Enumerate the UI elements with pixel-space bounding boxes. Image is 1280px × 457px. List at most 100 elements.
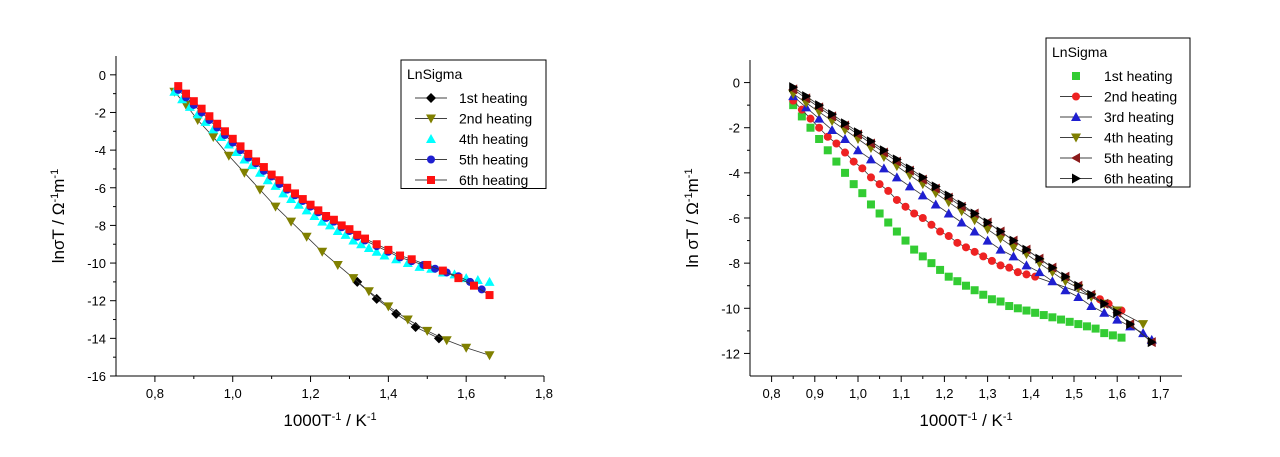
legend-label: 1st heating [459, 90, 528, 106]
data-point [953, 277, 962, 286]
data-point [1005, 263, 1014, 272]
x-tick-label: 0,8 [763, 386, 781, 401]
data-point [1008, 243, 1019, 253]
legend: LnSigma 1st heating 2nd heating 3rd heating… [1045, 37, 1191, 188]
data-point [1061, 271, 1071, 282]
x-tick-label: 0,8 [146, 386, 164, 401]
data-point [970, 286, 979, 295]
data-point [317, 247, 328, 257]
data-point [1021, 260, 1032, 270]
x-axis-title: 1000T-1 / K-1 [919, 411, 1012, 430]
data-point [1138, 328, 1149, 338]
data-point [936, 227, 945, 236]
x-tick-label: 1,6 [457, 386, 475, 401]
data-point [1100, 329, 1109, 338]
data-point [1138, 320, 1149, 330]
data-point [806, 123, 815, 132]
data-point [1022, 306, 1031, 315]
data-point [797, 112, 806, 121]
data-point [875, 209, 884, 218]
data-point [892, 195, 901, 204]
legend-marker [427, 176, 435, 184]
y-tick-label: -2 [94, 105, 106, 120]
data-point [1100, 298, 1110, 309]
data-point [1147, 337, 1157, 348]
data-point [841, 148, 850, 157]
data-point [1087, 289, 1097, 300]
legend-marker [1071, 112, 1081, 121]
data-point [901, 236, 910, 245]
data-point [832, 157, 841, 166]
data-point [223, 151, 234, 161]
data-point [841, 168, 850, 177]
data-point [789, 82, 799, 93]
data-point [865, 154, 876, 164]
x-tick-label: 1,5 [1065, 386, 1083, 401]
data-point [878, 163, 889, 173]
series-1st-heating [352, 276, 444, 344]
data-point [236, 142, 245, 151]
data-point [814, 113, 825, 123]
data-point [918, 214, 927, 222]
data-point [325, 220, 335, 230]
y-tick-label: -12 [721, 346, 740, 361]
data-point [270, 202, 281, 212]
data-point [866, 173, 875, 182]
data-point [441, 336, 452, 346]
data-point [348, 274, 359, 284]
x-tick-label: 1,4 [379, 386, 397, 401]
y-tick-label: -2 [728, 121, 740, 136]
data-point [962, 281, 970, 290]
data-point [996, 226, 1006, 237]
series-6th-heating [789, 82, 1157, 348]
legend-marker [426, 93, 436, 103]
data-point [957, 199, 967, 210]
data-point [314, 206, 323, 215]
data-point [936, 265, 945, 274]
legend-marker [1071, 133, 1081, 143]
data-point [317, 216, 328, 226]
data-point [866, 200, 875, 209]
data-point [1008, 251, 1019, 261]
data-point [371, 246, 382, 256]
data-point [1112, 314, 1123, 324]
data-point [205, 112, 214, 121]
y-axis-title: ln σT / Ω-1m-1 [683, 168, 702, 267]
data-point [858, 164, 867, 173]
legend-box [400, 59, 547, 189]
data-point [853, 145, 863, 155]
legend-marker [427, 155, 435, 164]
x-tick-label: 1,2 [935, 386, 953, 401]
data-point [1009, 235, 1019, 246]
data-point [410, 322, 421, 333]
legend-label: 2nd heating [459, 111, 532, 127]
data-point [970, 247, 979, 256]
data-point [1048, 313, 1057, 322]
data-point [372, 240, 381, 249]
data-point [901, 202, 910, 211]
data-point [220, 127, 229, 136]
series-line [792, 86, 1153, 343]
data-point [875, 180, 884, 189]
data-point [982, 235, 993, 245]
data-point [484, 276, 495, 286]
data-point [1031, 308, 1040, 317]
data-point [383, 302, 394, 312]
legend-label: 6th heating [459, 172, 528, 188]
data-point [1074, 280, 1084, 291]
data-point [944, 190, 954, 201]
x-axis-title: 1000T-1 / K-1 [283, 411, 376, 430]
data-point [962, 243, 970, 252]
data-point [927, 220, 936, 229]
data-point [174, 82, 183, 91]
data-point [345, 225, 354, 234]
data-point [1074, 320, 1083, 329]
y-tick-label: -6 [728, 211, 740, 226]
data-point [849, 157, 858, 166]
data-point [1022, 244, 1032, 255]
legend-label: 4th heating [1104, 130, 1173, 146]
y-tick-label: -8 [94, 218, 106, 233]
data-point [806, 114, 815, 123]
data-point [930, 199, 941, 209]
